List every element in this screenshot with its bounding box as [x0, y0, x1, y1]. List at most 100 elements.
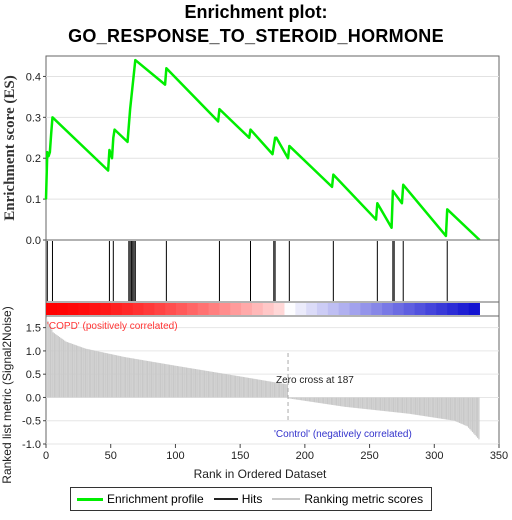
- legend-swatch-hits: [213, 498, 238, 500]
- rank-x-tick-label: 150: [231, 450, 249, 462]
- rank-y-label: Ranked list metric (Signal2Noise): [0, 306, 14, 483]
- es-point: [401, 202, 403, 204]
- rank-x-tick-label: 350: [490, 450, 508, 462]
- band-cell: [327, 303, 340, 315]
- metric-bars: [46, 318, 480, 440]
- rank-y-tick-label: -0.5: [22, 416, 41, 428]
- band-cell: [46, 303, 58, 315]
- chart-subtitle: GO_RESPONSE_TO_STEROID_HORMONE: [68, 26, 444, 46]
- es-point: [112, 136, 115, 139]
- band-cell: [56, 303, 69, 315]
- zero-cross-label: Zero cross at 187: [276, 375, 354, 386]
- es-point: [376, 202, 379, 204]
- enrichment-plot: 0.0 0.1 0.2 0.3 0.4 Enrichment score (ES) -1…: [0, 55, 508, 484]
- band-cell: [176, 303, 188, 315]
- rank-panel: -1.0 -0.5 0.0 0.5 1.0 1.5 0 50 100 150 200 250 300 3…: [0, 306, 508, 483]
- band-cell: [186, 303, 199, 315]
- es-y-tick-label: 0.0: [26, 235, 41, 247]
- rank-x-label: Rank in Ordered Dataset: [194, 467, 327, 481]
- es-point: [50, 132, 52, 135]
- legend-item-hits: Hits: [213, 492, 263, 506]
- es-point: [446, 208, 449, 211]
- legend-item-metric: Ranking metric scores: [272, 492, 423, 506]
- band-cell: [284, 303, 296, 315]
- band-cell: [89, 303, 101, 315]
- es-point: [218, 108, 221, 110]
- es-point: [164, 83, 166, 86]
- band-cell: [67, 303, 79, 315]
- es-point: [165, 67, 168, 70]
- band-cell: [403, 303, 415, 315]
- es-y-axis: 0.0 0.1 0.2 0.3 0.4: [26, 71, 46, 247]
- band-cell: [208, 303, 220, 315]
- hits-panel: [45, 239, 500, 303]
- band-cell: [425, 303, 437, 315]
- es-point: [45, 198, 47, 200]
- es-point: [375, 218, 377, 221]
- band-cell: [78, 303, 90, 315]
- es-point: [392, 190, 394, 192]
- es-point: [126, 141, 129, 143]
- band-cell: [468, 303, 480, 315]
- rank-x-tick-label: 200: [296, 450, 314, 462]
- band-cell: [338, 303, 350, 315]
- hits-panel-frame: [45, 239, 500, 303]
- hits-lines: [46, 241, 448, 301]
- band-cell: [154, 303, 166, 315]
- band-cell: [241, 303, 253, 315]
- legend-swatch-es: [77, 497, 103, 501]
- band-cell: [262, 303, 275, 315]
- es-point: [287, 157, 289, 160]
- es-point: [402, 184, 405, 186]
- legend-swatch-metric: [272, 498, 301, 500]
- negative-label: 'Control' (negatively correlated): [274, 429, 412, 440]
- es-point: [129, 108, 131, 110]
- band-cell: [414, 303, 426, 315]
- band-cell: [219, 303, 231, 315]
- legend: Enrichment profile Hits Ranking metric s…: [70, 487, 432, 511]
- rank-y-tick-label: 1.5: [26, 323, 41, 335]
- band-cell: [457, 303, 470, 315]
- es-point: [111, 157, 113, 160]
- es-point: [332, 173, 335, 176]
- es-point: [274, 136, 276, 139]
- es-point: [130, 96, 133, 98]
- es-point: [271, 153, 274, 155]
- es-y-label: Enrichment score (ES): [2, 75, 18, 221]
- band-cell: [295, 303, 307, 315]
- es-point: [331, 186, 333, 188]
- legend-item-es: Enrichment profile: [77, 492, 204, 506]
- rank-y-tick-label: 1.0: [26, 346, 41, 358]
- es-point: [390, 226, 393, 229]
- band-cell: [251, 303, 264, 315]
- rank-y-tick-label: 0.0: [26, 392, 41, 404]
- band-cell: [447, 303, 459, 315]
- es-point: [248, 136, 251, 139]
- legend-label-hits: Hits: [241, 492, 263, 506]
- rank-x-tick-label: 300: [425, 450, 443, 462]
- es-point: [46, 151, 49, 153]
- rank-x-tick-label: 100: [166, 450, 184, 462]
- band-cell: [100, 303, 112, 315]
- band-cell: [273, 303, 285, 315]
- es-point: [217, 120, 219, 123]
- positive-label: 'COPD' (positively correlated): [47, 321, 178, 332]
- es-point: [47, 155, 50, 157]
- chart-title: Enrichment plot:: [184, 2, 328, 22]
- band-cell: [349, 303, 361, 315]
- es-point: [272, 145, 275, 147]
- es-point: [134, 59, 137, 61]
- es-point: [249, 128, 252, 131]
- rank-color-band: [45, 301, 500, 317]
- rank-y-tick-label: -1.0: [22, 439, 41, 451]
- band-cell: [132, 303, 144, 315]
- rank-x-axis: 0 50 100 150 200 250 300 350: [43, 444, 508, 462]
- band-cell: [111, 303, 123, 315]
- rank-x-tick-label: 250: [360, 450, 378, 462]
- legend-label-es: Enrichment profile: [107, 492, 204, 506]
- es-point: [113, 128, 116, 131]
- es-point: [128, 124, 130, 127]
- band-cell: [143, 303, 155, 315]
- es-y-tick-label: 0.4: [26, 71, 41, 83]
- es-y-tick-label: 0.3: [26, 112, 41, 124]
